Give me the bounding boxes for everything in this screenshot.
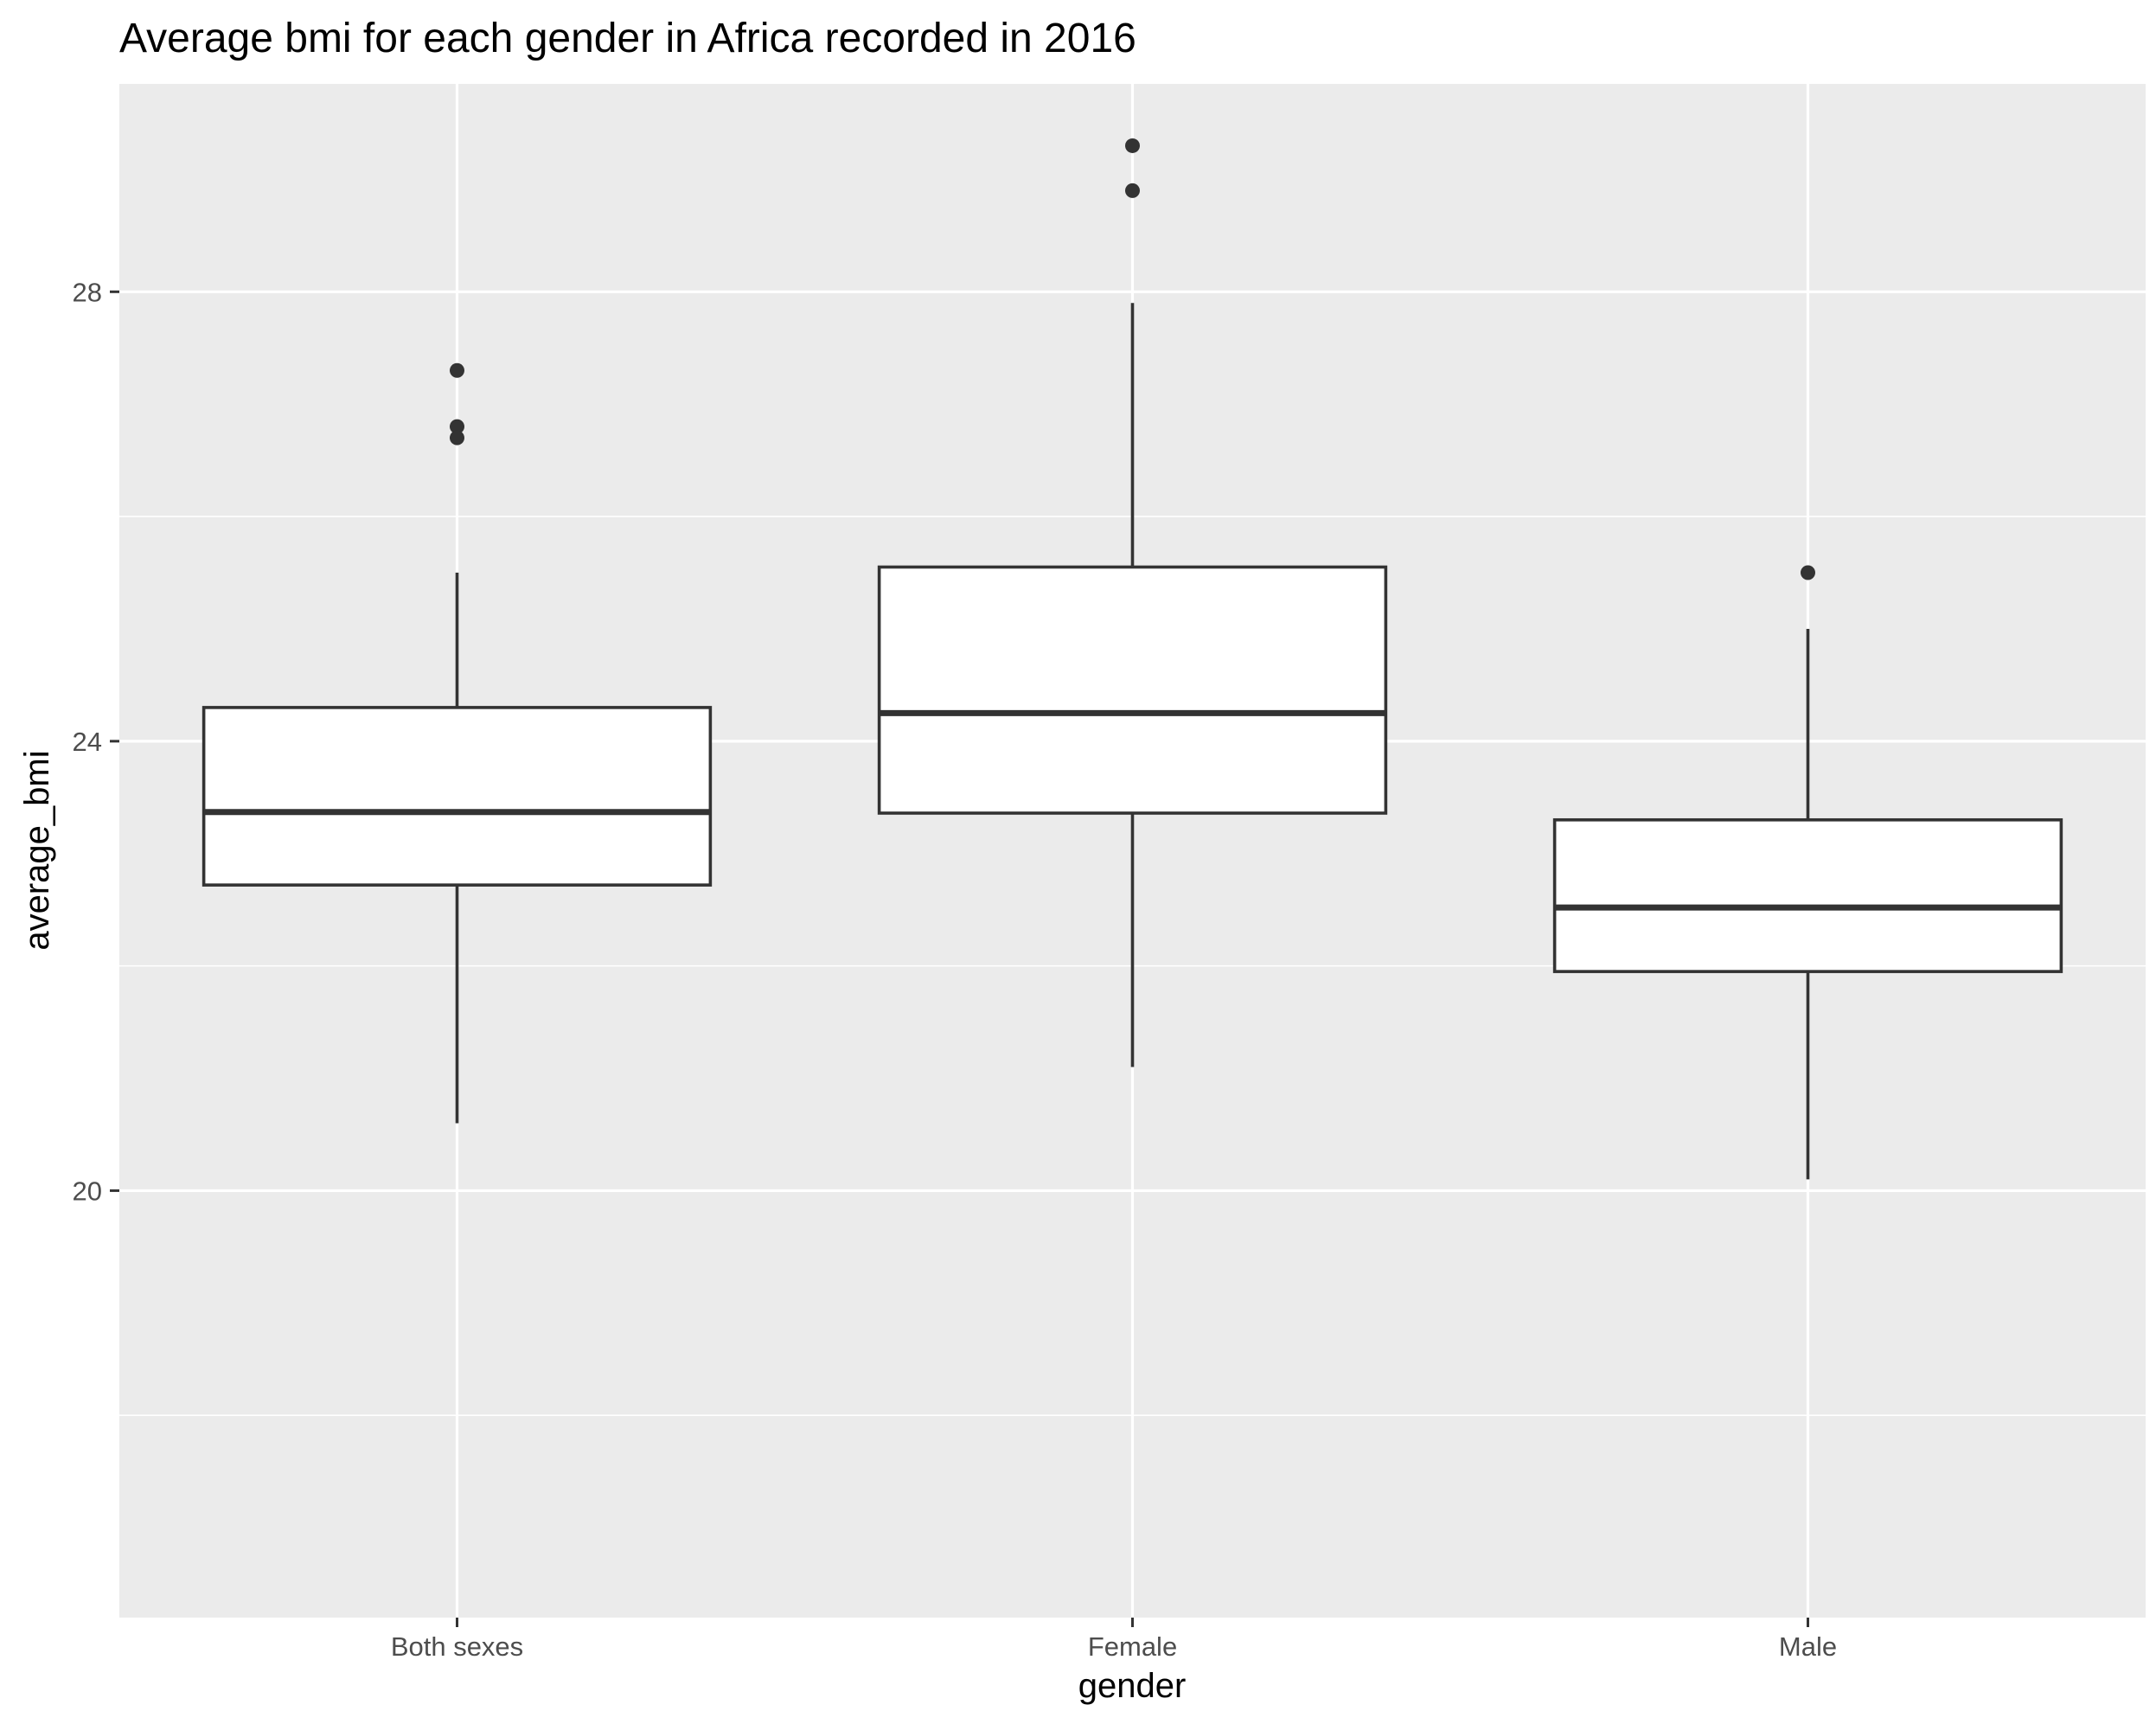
outlier-point (1125, 183, 1140, 198)
outlier-point (450, 362, 464, 378)
axes: 20 24 28 Both sexes Female Male (73, 277, 1838, 1662)
box-series (202, 138, 2063, 1180)
x-tick-label: Both sexes (391, 1631, 523, 1662)
y-tick-label: 28 (73, 277, 102, 307)
iqr-box (202, 706, 713, 887)
y-axis-title: average_bmi (18, 750, 56, 950)
outlier-point (1801, 565, 1815, 580)
x-tick-label: Female (1088, 1631, 1177, 1662)
iqr-box (1552, 817, 2063, 973)
box-group (202, 362, 713, 1124)
y-tick-label: 20 (73, 1176, 102, 1206)
x-axis-title: gender (1078, 1667, 1187, 1705)
box-group (877, 138, 1388, 1067)
outlier-point (450, 430, 464, 445)
outlier-point (1125, 138, 1140, 153)
chart-title: Average bmi for each gender in Africa re… (119, 16, 1136, 61)
outlier-point (450, 419, 464, 434)
y-tick-label: 24 (73, 727, 102, 757)
iqr-box (877, 565, 1388, 815)
x-tick-label: Male (1779, 1631, 1837, 1662)
box-group (1552, 565, 2063, 1180)
